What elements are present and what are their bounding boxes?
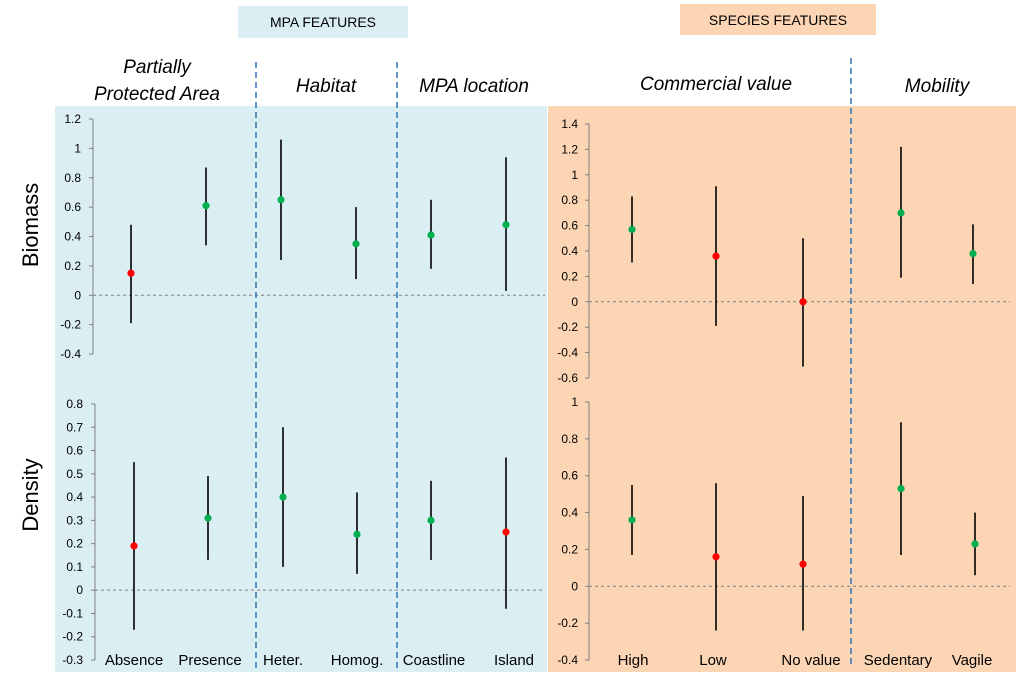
data-point-high	[628, 516, 636, 524]
row-label-biomass: Biomass	[18, 183, 43, 267]
data-point-coastline	[427, 231, 435, 239]
species-density-plot: 1 0.8 0.6 0.4 0.2 0 -0.2 -0.4	[557, 395, 1010, 667]
data-point-absence	[130, 542, 138, 550]
mpa-header-box	[238, 6, 408, 38]
y-tick-label: 0	[571, 295, 578, 309]
category-label-high: High	[618, 652, 649, 669]
y-tick-label: 1	[571, 168, 578, 182]
data-point-high	[628, 225, 636, 234]
y-tick-label: -0.1	[62, 606, 83, 620]
y-tick-label: 0.7	[66, 420, 83, 434]
y-tick-label: 0.4	[66, 490, 83, 504]
group-title-mpa-location: MPA location	[419, 76, 529, 97]
data-point-no-value	[799, 298, 807, 306]
group-title-ppa-line1: Partially	[123, 57, 192, 78]
data-point-sedentary	[897, 485, 905, 493]
species-panel-background	[548, 106, 1016, 672]
y-tick-label: 0.2	[64, 259, 81, 273]
mpa-panel-background	[55, 106, 547, 672]
y-tick-label: 0.6	[64, 200, 81, 214]
group-title-mobility: Mobility	[905, 76, 971, 97]
y-tick-label: 0.8	[561, 193, 578, 207]
y-tick-label: 0.6	[66, 444, 83, 458]
row-label-density: Density	[18, 458, 43, 531]
y-tick-label: 0	[571, 579, 578, 593]
y-tick-label: 1.2	[64, 112, 81, 126]
y-tick-label: -0.4	[557, 346, 578, 360]
y-tick-label: 0.2	[561, 542, 578, 556]
data-point-presence	[202, 202, 210, 210]
y-tick-label: 1.2	[561, 142, 578, 156]
y-tick-label: -0.6	[557, 371, 578, 385]
y-tick-label: 0.8	[66, 397, 83, 411]
y-tick-label: 0.6	[561, 469, 578, 483]
y-tick-label: 0.2	[561, 269, 578, 283]
category-label-presence: Presence	[178, 652, 241, 669]
data-point-no-value	[799, 560, 807, 568]
category-label-no-value: No value	[781, 652, 840, 669]
data-point-heter-	[277, 196, 285, 204]
y-tick-label: 0.4	[64, 230, 81, 244]
group-title-habitat: Habitat	[296, 76, 357, 97]
group-title-ppa-line2: Protected Area	[94, 84, 220, 105]
y-tick-label: -0.3	[62, 653, 83, 667]
y-tick-label: 0.6	[561, 219, 578, 233]
category-label-heter-: Heter.	[263, 652, 303, 669]
y-tick-label: -0.2	[557, 320, 578, 334]
data-point-heter-	[279, 493, 287, 501]
y-tick-label: 0.3	[66, 513, 83, 527]
category-label-low: Low	[699, 652, 727, 669]
y-tick-label: 0	[76, 583, 83, 597]
y-tick-label: -0.2	[62, 630, 83, 644]
y-tick-label: 0.2	[66, 537, 83, 551]
y-tick-label: 0.4	[561, 244, 578, 258]
y-tick-label: -0.2	[557, 616, 578, 630]
mpa-header: MPA FEATURES	[270, 14, 376, 30]
category-labels: Absence Presence Heter. Homog. Coastline Isla…	[105, 652, 992, 669]
species-header: SPECIES FEATURES	[709, 12, 847, 28]
data-point-homog-	[353, 530, 361, 538]
category-label-homog-: Homog.	[331, 652, 384, 669]
mpa-biomass-plot: 1.2 1 0.8 0.6 0.4 0.2 0 -0.2 -0.4	[60, 112, 545, 361]
data-point-vagile	[971, 540, 979, 548]
data-point-vagile	[969, 249, 977, 258]
data-point-island	[502, 528, 510, 536]
data-point-island	[502, 221, 510, 229]
y-tick-label: 1.4	[561, 117, 578, 131]
group-dividers	[255, 58, 852, 668]
y-tick-label: 1	[74, 141, 81, 155]
y-tick-label: 0.5	[66, 467, 83, 481]
y-tick-label: -0.4	[60, 347, 81, 361]
species-biomass-plot: 1.4 1.2 1 0.8 0.6 0.4 0.2 0 -0.2 -0.4 -0.6	[557, 117, 1010, 385]
y-tick-label: 0.8	[64, 171, 81, 185]
category-label-coastline: Coastline	[403, 652, 466, 669]
category-label-sedentary: Sedentary	[864, 652, 933, 669]
data-point-coastline	[427, 516, 435, 524]
category-label-island: Island	[494, 652, 534, 669]
category-label-vagile: Vagile	[952, 652, 993, 669]
species-header-box	[680, 4, 876, 35]
y-tick-label: 0.4	[561, 506, 578, 520]
group-title-commercial-value: Commercial value	[640, 74, 792, 95]
mpa-density-plot: 0.8 0.7 0.6 0.5 0.4 0.3 0.2 0.1 0 -0.1 -0.2 -0.3	[62, 397, 545, 667]
y-tick-label: -0.4	[557, 653, 578, 667]
data-point-low	[712, 553, 720, 561]
y-tick-label: 0.8	[561, 432, 578, 446]
data-point-absence	[127, 269, 135, 277]
y-tick-label: 0	[74, 288, 81, 302]
y-tick-label: -0.2	[60, 318, 81, 332]
data-point-presence	[204, 514, 212, 522]
category-label-absence: Absence	[105, 652, 163, 669]
y-tick-label: 0.1	[66, 560, 83, 574]
y-tick-label: 1	[571, 395, 578, 409]
data-point-sedentary	[897, 209, 905, 217]
data-point-homog-	[352, 240, 360, 248]
data-point-low	[712, 252, 720, 260]
